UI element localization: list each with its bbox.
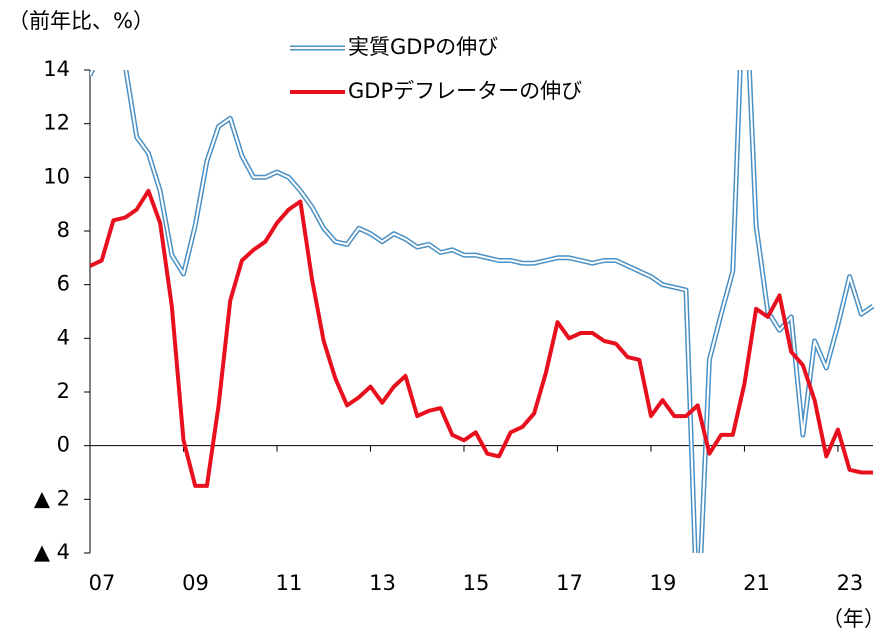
series-line	[90, 188, 873, 488]
legend-label: GDPデフレーターの伸び	[348, 79, 582, 103]
x-tick-label: 17	[556, 571, 583, 595]
y-tick-label: 12	[43, 111, 70, 135]
x-axis-label: （年）	[822, 607, 885, 631]
x-tick-label: 23	[837, 571, 864, 595]
x-tick-label: 13	[369, 571, 396, 595]
x-tick-label: 11	[276, 571, 303, 595]
y-tick-label: 4	[57, 325, 70, 349]
legend-label: 実質GDPの伸び	[348, 35, 498, 59]
series-line-inner	[90, 70, 874, 553]
x-tick-label: 21	[743, 571, 770, 595]
y-tick-label: 10	[43, 164, 70, 188]
x-tick-label: 07	[89, 571, 116, 595]
y-tick-label: 8	[57, 218, 70, 242]
y-tick-label: 2	[57, 379, 70, 403]
x-tick-label: 15	[463, 571, 490, 595]
y-tick-label: ▲ 2	[34, 486, 70, 510]
y-axis-label: （前年比、%）	[8, 9, 154, 33]
y-tick-label: 0	[57, 433, 70, 457]
x-tick-label: 09	[182, 571, 209, 595]
x-tick-label: 19	[650, 571, 677, 595]
y-tick-label: ▲ 4	[34, 540, 70, 564]
y-tick-label: 6	[57, 272, 70, 296]
y-tick-label: 14	[43, 57, 70, 81]
